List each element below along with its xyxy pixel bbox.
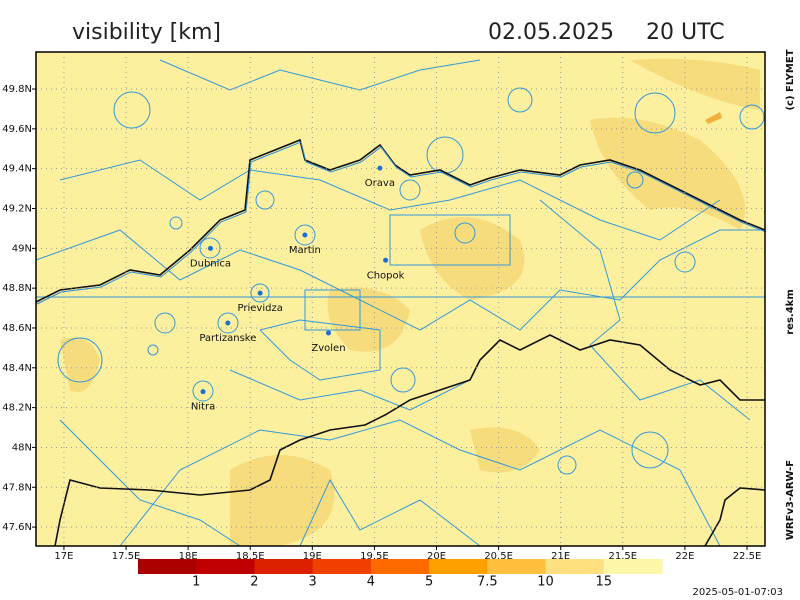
- city-dot: [257, 290, 263, 296]
- city-dot: [302, 232, 308, 238]
- lat-tick-label: 48.6N: [2, 323, 32, 334]
- lon-tick-label: 18E: [179, 551, 198, 562]
- copyright: (c) FLYMET: [785, 49, 796, 110]
- colorbar-label: 15: [596, 575, 613, 590]
- city-label: Dubnica: [190, 258, 231, 269]
- colorbar-label: 10: [537, 575, 554, 590]
- timestamp: 2025-05-01-07:03: [692, 587, 783, 598]
- city-dot: [325, 330, 331, 336]
- lat-tick-label: 49N: [12, 243, 32, 254]
- lat-tick-label: 48N: [12, 442, 32, 453]
- lon-tick-label: 22E: [675, 551, 694, 562]
- city-label: Prievidza: [238, 303, 283, 314]
- colorbar-segment: [138, 559, 197, 574]
- lat-tick-label: 49.8N: [2, 84, 32, 95]
- lat-tick-label: 49.6N: [2, 124, 32, 135]
- time: 20 UTC: [646, 20, 725, 45]
- lon-tick-label: 21E: [551, 551, 570, 562]
- lon-tick-label: 21.5E: [609, 551, 638, 562]
- city-label: Nitra: [191, 402, 215, 413]
- lat-tick-label: 48.8N: [2, 283, 32, 294]
- lat-tick-label: 48.2N: [2, 403, 32, 414]
- city-label: Partizanske: [199, 333, 256, 344]
- colorbar-segment: [196, 559, 255, 574]
- colorbar-segment: [603, 559, 663, 574]
- lat-tick-label: 49.2N: [2, 204, 32, 215]
- colorbar-segment: [429, 559, 488, 574]
- colorbar-segment: [254, 559, 314, 574]
- colorbar-segment: [487, 559, 547, 574]
- city-dot: [225, 320, 231, 326]
- colorbar-label: 2: [250, 575, 258, 590]
- lon-tick-label: 20.5E: [484, 551, 513, 562]
- city-label: Chopok: [367, 270, 405, 281]
- lon-tick-label: 19.5E: [360, 551, 389, 562]
- lon-tick-label: 20E: [427, 551, 446, 562]
- low-visibility-spot: [705, 112, 722, 124]
- lat-tick-label: 49.4N: [2, 164, 32, 175]
- lon-tick-label: 17E: [54, 551, 73, 562]
- city-dot: [383, 257, 389, 263]
- city-dot: [200, 389, 206, 395]
- date: 02.05.2025: [488, 20, 614, 45]
- lon-tick-label: 19E: [303, 551, 322, 562]
- city-label: Zvolen: [311, 343, 345, 354]
- lon-tick-label: 22.5E: [733, 551, 762, 562]
- title: visibility [km]: [72, 20, 221, 45]
- map-frame: [35, 51, 766, 547]
- city-dot: [207, 245, 213, 251]
- colorbar-label: 1: [192, 575, 200, 590]
- country-border: [35, 138, 766, 547]
- lat-tick-label: 47.6N: [2, 522, 32, 533]
- city-label: Martin: [289, 245, 321, 256]
- colorbar-label: 3: [309, 575, 317, 590]
- border-airspace: [36, 141, 767, 305]
- colorbar-label: 7.5: [477, 575, 498, 590]
- colorbar-segment: [312, 559, 372, 574]
- lon-tick-label: 17.5E: [112, 551, 141, 562]
- colorbar-segment: [370, 559, 430, 574]
- colorbar-label: 4: [367, 575, 375, 590]
- city-label: Orava: [365, 178, 395, 189]
- airspace: [35, 59, 765, 547]
- city-dot: [377, 165, 383, 171]
- lat-tick-label: 47.8N: [2, 482, 32, 493]
- colorbar-segment: [545, 559, 605, 574]
- lon-tick-label: 18.5E: [236, 551, 265, 562]
- resolution: res.4km: [785, 289, 796, 335]
- model: WRFv3-ARW-F: [785, 460, 796, 540]
- lat-tick-label: 48.4N: [2, 363, 32, 374]
- colorbar-label: 5: [425, 575, 433, 590]
